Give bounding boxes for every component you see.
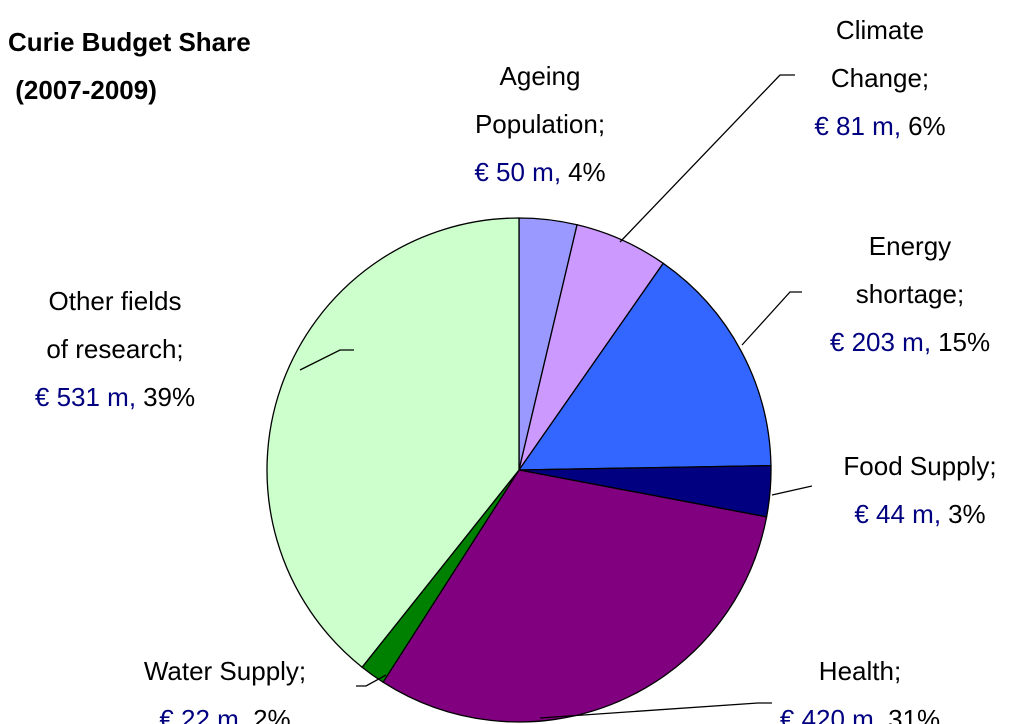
category-label: Water Supply;	[143, 656, 307, 686]
slice-label: Other fields of research; € 531 m, 39%	[0, 277, 230, 421]
category-label: Food Supply;	[843, 451, 997, 481]
category-label: Other fields of research;	[46, 286, 184, 364]
value-label: € 44 m,	[854, 499, 942, 529]
value-label: € 50 m,	[474, 157, 562, 187]
category-label: Ageing Population;	[474, 61, 606, 139]
slice-label: Ageing Population; € 50 m, 4%	[430, 52, 650, 196]
value-label: € 531 m,	[34, 382, 137, 412]
value-label: € 22 m,	[159, 704, 247, 724]
value-label: € 81 m,	[814, 111, 902, 141]
pie-slice	[266, 217, 520, 669]
category-label: Health;	[818, 656, 902, 686]
slice-label: Energy shortage; € 203 m, 15%	[790, 222, 1030, 366]
percent-label: 39%	[143, 382, 196, 412]
pie-slice	[517, 262, 772, 471]
percent-label: 3%	[948, 499, 986, 529]
chart-title: Curie Budget Share (2007-2009)	[8, 27, 251, 105]
percent-label: 31%	[888, 704, 941, 724]
leader-line	[741, 291, 802, 346]
category-label: Energy shortage;	[855, 231, 965, 309]
percent-label: 6%	[908, 111, 946, 141]
leader-line	[299, 349, 354, 371]
value-label: € 420 m,	[779, 704, 882, 724]
percent-label: 2%	[253, 704, 291, 724]
slice-label: Climate Change; € 81 m, 6%	[780, 6, 980, 150]
leader-line	[619, 74, 795, 243]
percent-label: 15%	[938, 327, 991, 357]
category-label: Climate Change;	[830, 15, 930, 93]
leader-line	[356, 674, 387, 687]
slice-label: Water Supply; € 22 m, 2%	[90, 647, 360, 724]
leader-line	[539, 702, 772, 719]
leader-line	[771, 485, 813, 496]
slice-label: Food Supply; € 44 m, 3%	[800, 442, 1032, 538]
value-label: € 203 m,	[829, 327, 932, 357]
percent-label: 4%	[568, 157, 606, 187]
leader-lines	[299, 74, 813, 719]
slice-label: Health; € 420 m, 31%	[750, 647, 970, 724]
